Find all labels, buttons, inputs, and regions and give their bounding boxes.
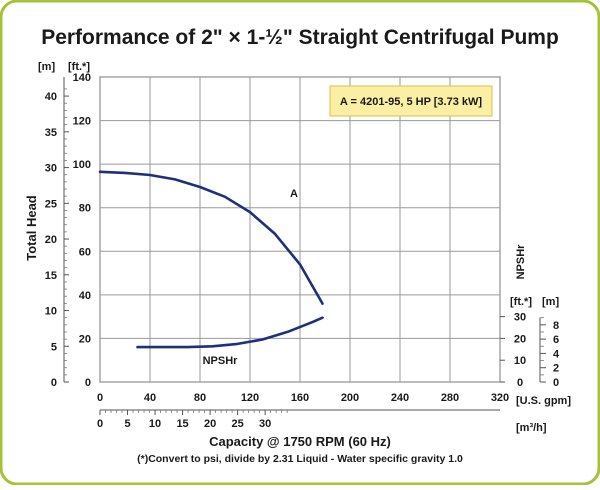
- tick-label-head-m: 30: [45, 163, 57, 175]
- tick-label-head-ft: 0: [85, 377, 91, 389]
- legend-text: A = 4201-95, 5 HP [3.73 kW]: [340, 96, 482, 108]
- series-line-npshr: [136, 316, 324, 349]
- m3h-unit: [m³/h]: [516, 422, 547, 434]
- series-line-a: [98, 170, 324, 305]
- tick-label-head-ft: 60: [79, 246, 91, 258]
- tick-label-head-m: 25: [45, 198, 57, 210]
- tick-label-npshr-m: 6: [553, 334, 559, 346]
- chart-title: Performance of 2" × 1-½" Straight Centri…: [41, 26, 559, 49]
- tick-label-npshr-m: 0: [553, 377, 559, 389]
- tick-label-head-ft: 40: [79, 290, 91, 302]
- tick-label-gpm: 200: [341, 392, 359, 404]
- tick-label-m3h: 5: [124, 418, 130, 430]
- tick-label-gpm: 120: [241, 392, 259, 404]
- tick-label-m3h: 0: [97, 418, 103, 430]
- tick-label-npshr-ft: 30: [514, 312, 526, 324]
- tick-label-gpm: 320: [491, 392, 509, 404]
- tick-label-gpm: 240: [391, 392, 409, 404]
- tick-label-head-m: 40: [45, 91, 57, 103]
- tick-label-head-ft: 120: [73, 116, 91, 128]
- tick-label-gpm: 280: [441, 392, 459, 404]
- tick-labels: 0 40 80 120 160 200 240 280 32002040608010012014…: [45, 72, 560, 430]
- tick-label-head-m: 20: [45, 234, 57, 246]
- tick-label-gpm: 0: [97, 392, 103, 404]
- tick-label-npshr-ft: 10: [514, 355, 526, 367]
- tick-label-npshr-ft: 20: [514, 333, 526, 345]
- gpm-unit: [U.S. gpm]: [516, 395, 571, 407]
- tick-label-head-ft: 20: [79, 333, 91, 345]
- tick-label-gpm: 40: [144, 392, 156, 404]
- tick-label-m3h: 10: [149, 418, 161, 430]
- series-label-a: A: [290, 188, 298, 200]
- tick-label-head-m: 0: [51, 377, 57, 389]
- head-m-unit: [m]: [38, 61, 55, 73]
- tick-label-npshr-m: 2: [553, 363, 559, 375]
- tick-label-head-ft: 80: [79, 203, 91, 215]
- series-label-npshr: NPSHr: [203, 355, 239, 367]
- tick-label-gpm: 160: [291, 392, 309, 404]
- head-ft-unit: [ft.*]: [68, 61, 90, 73]
- tick-label-gpm: 80: [194, 392, 206, 404]
- tick-label-npshr-ft: 0: [517, 377, 523, 389]
- tick-label-head-m: 35: [45, 127, 57, 139]
- tick-label-npshr-m: 8: [553, 320, 559, 332]
- tick-label-m3h: 15: [176, 418, 188, 430]
- tick-label-head-m: 5: [51, 341, 57, 353]
- x-axis-title: Capacity @ 1750 RPM (60 Hz): [209, 434, 391, 449]
- npshr-m-unit: [m]: [542, 296, 559, 308]
- legend-box: [329, 85, 493, 117]
- tick-label-npshr-m: 4: [553, 348, 560, 360]
- footnote: (*)Convert to psi, divide by 2.31 Liquid…: [137, 453, 463, 465]
- npshr-ft-unit: [ft.*]: [510, 296, 532, 308]
- grid-lines: [99, 76, 501, 383]
- tick-label-m3h: 20: [204, 418, 216, 430]
- y-axis-title: Total Head: [24, 195, 39, 261]
- tick-label-head-m: 10: [45, 306, 57, 318]
- tick-label-head-ft: 140: [73, 72, 91, 84]
- tick-label-m3h: 30: [259, 418, 271, 430]
- series-layer: A NPSHr: [98, 170, 324, 367]
- npshr-axis-title: NPSHr: [515, 244, 527, 280]
- tick-label-m3h: 25: [231, 418, 243, 430]
- tick-label-head-ft: 100: [73, 159, 91, 171]
- tick-label-head-m: 15: [45, 270, 57, 282]
